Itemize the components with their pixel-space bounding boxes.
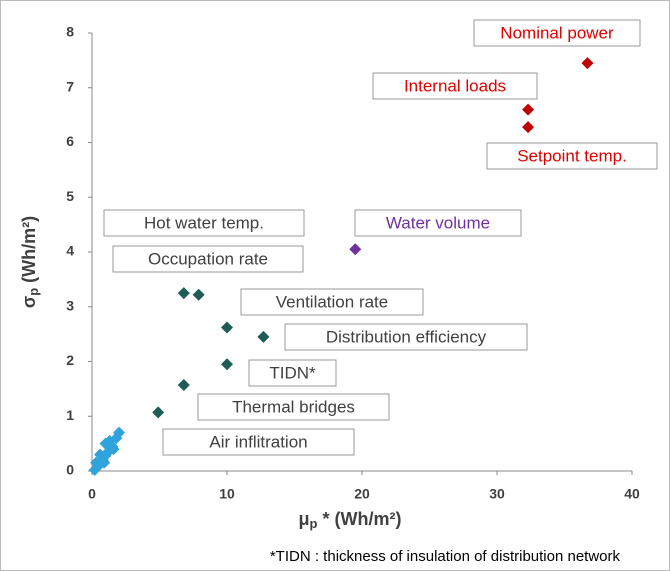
y-tick-label: 7 bbox=[66, 78, 74, 94]
y-tick-label: 8 bbox=[66, 24, 74, 40]
annotation-box bbox=[240, 288, 424, 316]
y-tick-label: 3 bbox=[66, 297, 74, 313]
scatter-point bbox=[152, 406, 165, 419]
x-axis-label-main: μ bbox=[299, 509, 310, 529]
annotation-text: Setpoint temp. bbox=[517, 146, 627, 165]
y-tick-label: 6 bbox=[66, 133, 74, 149]
annotation-box bbox=[372, 72, 538, 100]
scatter-point bbox=[581, 57, 594, 70]
annotation-box bbox=[473, 19, 641, 47]
scatter-point bbox=[113, 426, 125, 439]
y-tick-label: 5 bbox=[66, 188, 74, 204]
x-tick-label: 0 bbox=[88, 486, 96, 502]
scatter-point bbox=[349, 243, 362, 256]
scatter-point bbox=[107, 443, 120, 456]
scatter-point bbox=[257, 330, 270, 343]
annotation-box bbox=[197, 393, 390, 421]
annotation-text: Water volume bbox=[386, 213, 490, 232]
footnote: *TIDN : thickness of insulation of distr… bbox=[270, 548, 621, 565]
annotation-text: Air inflitration bbox=[209, 432, 307, 451]
y-tick-label: 1 bbox=[66, 407, 74, 423]
scatter-point bbox=[221, 358, 233, 371]
annotation-box bbox=[284, 323, 528, 351]
x-axis-label-sub: p bbox=[310, 516, 318, 531]
y-axis-label: σp (Wh/m²) bbox=[19, 216, 42, 308]
y-tick-label: 4 bbox=[66, 243, 74, 259]
x-axis-label-rest: * (Wh/m²) bbox=[317, 509, 401, 529]
scatter-point bbox=[177, 379, 190, 392]
scatter-point bbox=[192, 288, 205, 301]
annotation-text: Distribution efficiency bbox=[326, 327, 487, 346]
x-tick-label: 10 bbox=[219, 486, 235, 502]
annotation-text: Ventilation rate bbox=[276, 292, 388, 311]
annotation-box bbox=[486, 142, 658, 170]
y-tick-label: 0 bbox=[66, 462, 74, 478]
annotation-text: Thermal bridges bbox=[232, 397, 355, 416]
annotation-text: TIDN* bbox=[269, 363, 316, 382]
annotation-box bbox=[103, 209, 305, 237]
annotation-text: Hot water temp. bbox=[144, 213, 264, 232]
x-tick-label: 40 bbox=[624, 486, 640, 502]
annotation-text: Nominal power bbox=[500, 23, 614, 42]
y-axis-label-rest: (Wh/m²) bbox=[19, 216, 39, 288]
x-axis-label: μp * (Wh/m²) bbox=[299, 509, 402, 532]
annotation-box bbox=[112, 245, 304, 273]
y-axis-label-main: σ bbox=[19, 296, 39, 308]
x-tick-label: 20 bbox=[354, 486, 370, 502]
scatter-point bbox=[177, 287, 190, 300]
y-axis-label-sub: p bbox=[26, 288, 41, 296]
annotation-box bbox=[248, 359, 337, 387]
annotation-text: Occupation rate bbox=[148, 249, 268, 268]
scatter-point bbox=[522, 121, 535, 134]
y-tick-label: 2 bbox=[66, 352, 74, 368]
annotation-text: Internal loads bbox=[404, 76, 506, 95]
scatter-point bbox=[221, 321, 233, 334]
annotation-box bbox=[162, 428, 355, 456]
x-tick-label: 30 bbox=[489, 486, 505, 502]
scatter-point bbox=[522, 103, 535, 116]
annotation-box bbox=[354, 209, 522, 237]
